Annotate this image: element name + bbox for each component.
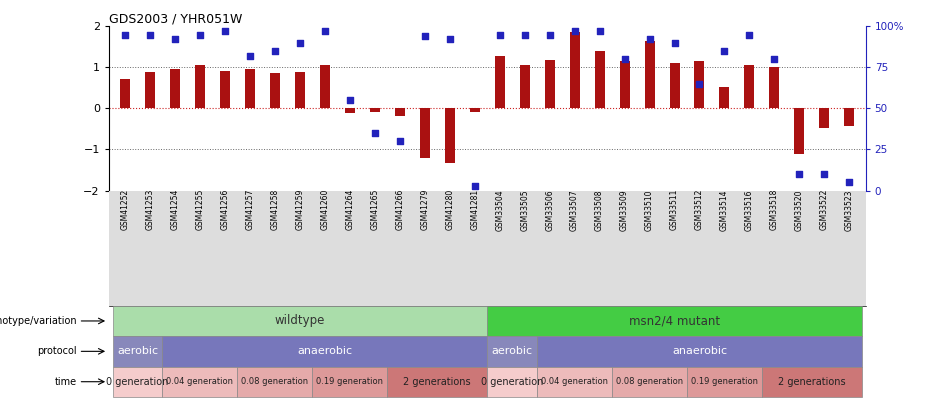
Text: aerobic: aerobic bbox=[492, 346, 533, 356]
Text: protocol: protocol bbox=[38, 346, 77, 356]
Text: anaerobic: anaerobic bbox=[297, 346, 353, 356]
Point bbox=[742, 31, 757, 38]
Point bbox=[417, 33, 432, 39]
Point bbox=[467, 182, 482, 189]
Bar bbox=[387, 367, 487, 397]
Text: 0 generation: 0 generation bbox=[106, 377, 168, 387]
Bar bbox=[845, 109, 854, 126]
Point bbox=[242, 53, 257, 59]
Bar bbox=[694, 61, 705, 109]
Bar bbox=[163, 367, 237, 397]
Bar bbox=[345, 109, 355, 113]
Bar bbox=[145, 72, 155, 109]
Text: 2 generations: 2 generations bbox=[403, 377, 471, 387]
Text: 0 generation: 0 generation bbox=[481, 377, 543, 387]
Bar bbox=[163, 336, 487, 367]
Bar bbox=[537, 367, 612, 397]
Bar bbox=[113, 336, 163, 367]
Bar bbox=[394, 109, 405, 116]
Point bbox=[442, 36, 457, 43]
Point bbox=[667, 40, 682, 46]
Point bbox=[592, 28, 607, 34]
Text: genotype/variation: genotype/variation bbox=[0, 316, 77, 326]
Bar bbox=[620, 61, 629, 109]
Point bbox=[342, 97, 358, 103]
Bar bbox=[245, 69, 254, 109]
Text: 0.08 generation: 0.08 generation bbox=[616, 377, 683, 386]
Point bbox=[642, 36, 657, 43]
Text: msn2/4 mutant: msn2/4 mutant bbox=[629, 314, 720, 328]
Bar bbox=[745, 65, 755, 109]
Bar bbox=[537, 336, 862, 367]
Bar bbox=[470, 109, 480, 112]
Point bbox=[317, 28, 332, 34]
Point bbox=[367, 130, 382, 136]
Bar bbox=[519, 65, 530, 109]
Bar bbox=[195, 65, 205, 109]
Bar bbox=[720, 87, 729, 109]
Bar bbox=[670, 63, 679, 109]
Bar bbox=[769, 67, 780, 109]
Bar bbox=[295, 72, 305, 109]
Point bbox=[143, 31, 158, 38]
Point bbox=[492, 31, 507, 38]
Text: 0.04 generation: 0.04 generation bbox=[541, 377, 608, 386]
Bar bbox=[612, 367, 687, 397]
Bar bbox=[595, 51, 604, 109]
Bar bbox=[487, 306, 862, 336]
Bar bbox=[545, 60, 554, 109]
Bar bbox=[569, 32, 580, 109]
Point bbox=[816, 171, 832, 177]
Bar bbox=[120, 79, 130, 109]
Point bbox=[192, 31, 207, 38]
Bar bbox=[320, 65, 330, 109]
Bar bbox=[445, 109, 455, 162]
Bar bbox=[487, 336, 537, 367]
Bar bbox=[370, 109, 379, 112]
Point bbox=[218, 28, 233, 34]
Bar bbox=[762, 367, 862, 397]
Bar bbox=[312, 367, 387, 397]
Point bbox=[167, 36, 183, 43]
Bar bbox=[644, 40, 655, 109]
Text: GDS2003 / YHR051W: GDS2003 / YHR051W bbox=[109, 12, 242, 25]
Point bbox=[292, 40, 307, 46]
Bar bbox=[495, 56, 504, 109]
Bar bbox=[170, 69, 180, 109]
Text: 0.08 generation: 0.08 generation bbox=[241, 377, 308, 386]
Point bbox=[617, 56, 632, 62]
Point bbox=[717, 48, 732, 54]
Point bbox=[268, 48, 283, 54]
Point bbox=[792, 171, 807, 177]
Text: 0.04 generation: 0.04 generation bbox=[166, 377, 234, 386]
Bar bbox=[237, 367, 312, 397]
Bar bbox=[270, 73, 280, 109]
Point bbox=[567, 28, 582, 34]
Point bbox=[842, 179, 857, 185]
Bar bbox=[795, 109, 804, 154]
Text: 2 generations: 2 generations bbox=[778, 377, 846, 387]
Point bbox=[692, 81, 707, 87]
Point bbox=[767, 56, 782, 62]
Bar bbox=[819, 109, 830, 128]
Text: 0.19 generation: 0.19 generation bbox=[316, 377, 383, 386]
Bar bbox=[420, 109, 429, 158]
Text: aerobic: aerobic bbox=[117, 346, 158, 356]
Point bbox=[393, 138, 408, 145]
Point bbox=[117, 31, 132, 38]
Text: 0.19 generation: 0.19 generation bbox=[691, 377, 758, 386]
Text: time: time bbox=[55, 377, 77, 387]
Point bbox=[517, 31, 533, 38]
Bar bbox=[487, 367, 537, 397]
Text: wildtype: wildtype bbox=[274, 314, 325, 328]
Bar bbox=[113, 306, 487, 336]
Point bbox=[542, 31, 557, 38]
Bar bbox=[687, 367, 762, 397]
Bar bbox=[113, 367, 163, 397]
Bar bbox=[219, 71, 230, 109]
Text: anaerobic: anaerobic bbox=[672, 346, 727, 356]
